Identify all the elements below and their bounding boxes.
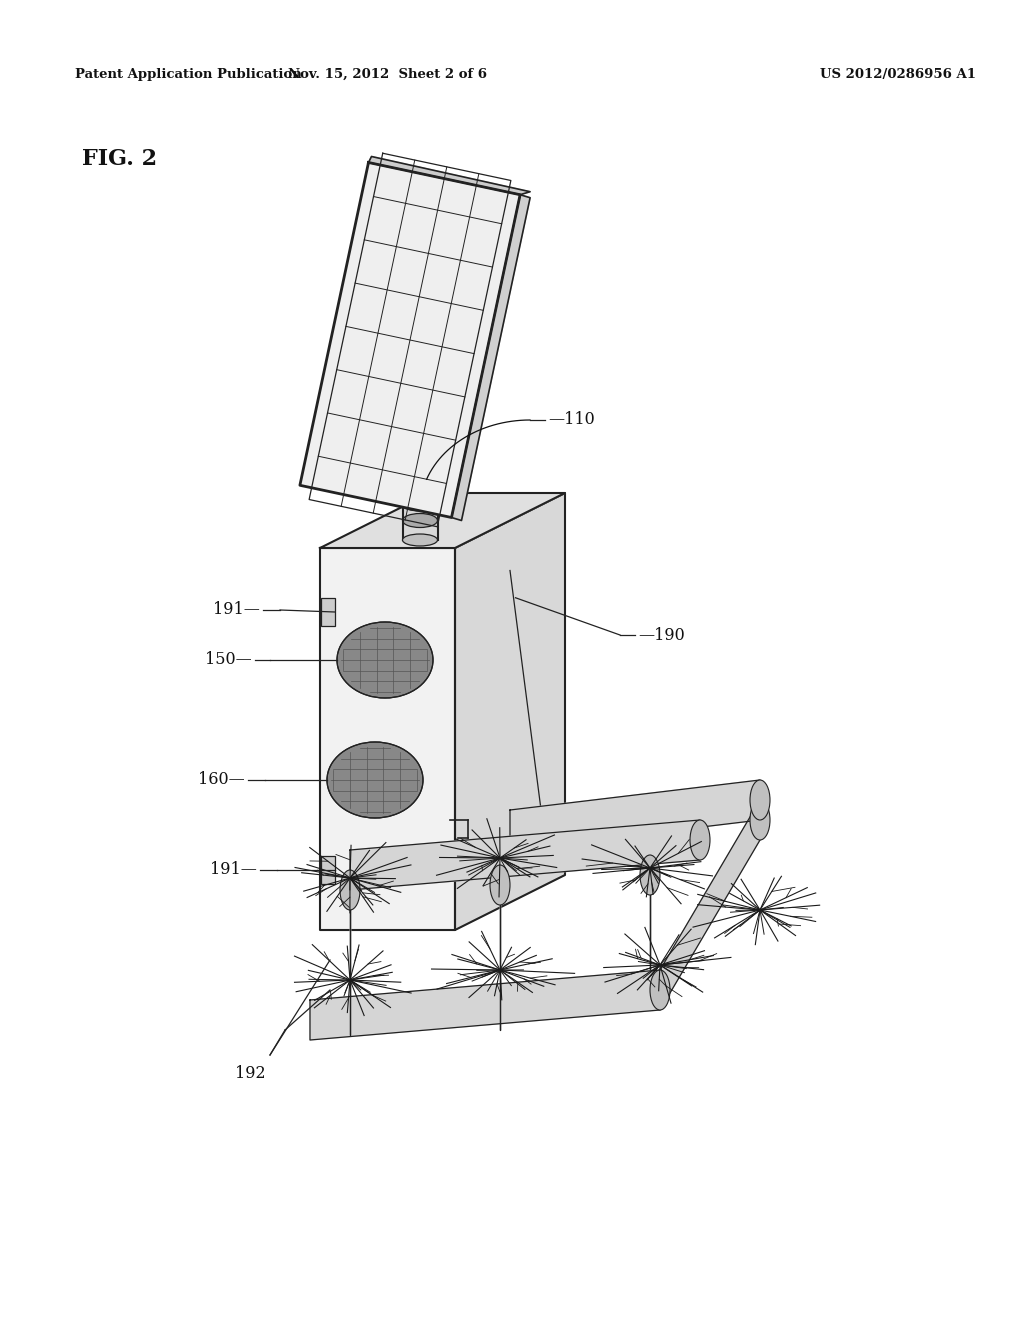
Text: Nov. 15, 2012  Sheet 2 of 6: Nov. 15, 2012 Sheet 2 of 6 xyxy=(289,69,487,81)
Polygon shape xyxy=(350,820,700,890)
FancyBboxPatch shape xyxy=(321,855,335,884)
Ellipse shape xyxy=(750,800,770,840)
Text: 191—: 191— xyxy=(213,602,260,619)
Ellipse shape xyxy=(490,865,510,906)
Text: Patent Application Publication: Patent Application Publication xyxy=(75,69,302,81)
Text: 192: 192 xyxy=(234,1065,265,1082)
Text: FIG. 2: FIG. 2 xyxy=(82,148,157,170)
Ellipse shape xyxy=(402,535,437,546)
Polygon shape xyxy=(300,162,520,517)
FancyBboxPatch shape xyxy=(321,598,335,626)
Polygon shape xyxy=(319,548,455,931)
Ellipse shape xyxy=(650,970,670,1010)
Polygon shape xyxy=(452,195,530,520)
Polygon shape xyxy=(455,492,565,931)
Polygon shape xyxy=(510,780,760,850)
Text: —190: —190 xyxy=(638,627,685,644)
Text: 150—: 150— xyxy=(205,652,252,668)
Ellipse shape xyxy=(340,870,360,909)
Ellipse shape xyxy=(750,780,770,820)
Text: 191—: 191— xyxy=(210,862,257,879)
Ellipse shape xyxy=(640,855,660,895)
Ellipse shape xyxy=(690,820,710,861)
Polygon shape xyxy=(402,506,437,540)
Text: 160—: 160— xyxy=(199,771,245,788)
Ellipse shape xyxy=(402,499,437,511)
Ellipse shape xyxy=(402,513,437,528)
Ellipse shape xyxy=(337,622,433,698)
Text: —110: —110 xyxy=(548,412,595,429)
Ellipse shape xyxy=(327,742,423,818)
Text: US 2012/0286956 A1: US 2012/0286956 A1 xyxy=(820,69,976,81)
Polygon shape xyxy=(319,492,565,548)
Polygon shape xyxy=(310,970,660,1040)
Polygon shape xyxy=(660,800,760,1010)
Polygon shape xyxy=(369,157,530,195)
